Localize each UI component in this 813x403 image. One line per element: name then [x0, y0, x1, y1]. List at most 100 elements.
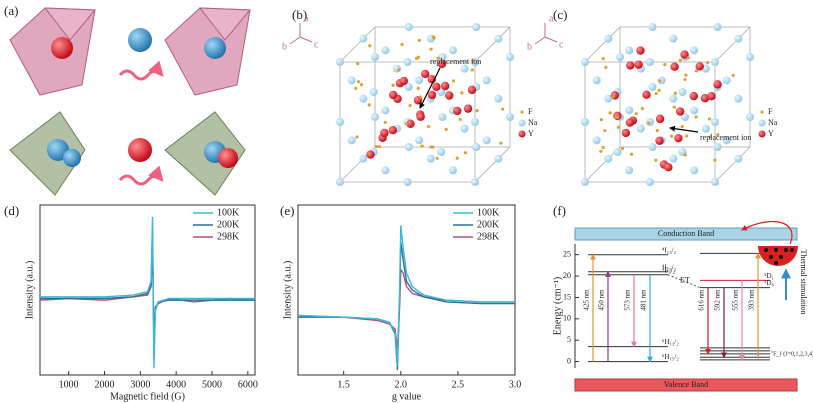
f-atom: [640, 106, 645, 111]
na-atom: [381, 166, 390, 175]
f-atom: [655, 128, 659, 133]
na-atom: [415, 76, 424, 85]
y-tick-label: 20: [563, 271, 571, 280]
legend-symbol: [758, 130, 766, 138]
f-atom: [680, 125, 684, 129]
panel-label: (a): [4, 3, 18, 18]
thermal-arrow: [741, 220, 793, 245]
f-atom: [475, 109, 479, 113]
series-line: [39, 247, 256, 342]
f-atom: [455, 156, 459, 160]
f-atom: [694, 115, 698, 119]
plot-frame: [297, 204, 516, 376]
f-atom: [499, 141, 503, 145]
f-atom: [444, 127, 448, 131]
level-label: ⁵D₁: [764, 272, 774, 280]
f-atom: [684, 73, 688, 77]
f-atom: [678, 58, 682, 62]
f-atom: [683, 153, 687, 157]
y-atom: [388, 90, 398, 100]
f-atom: [383, 120, 387, 125]
f-atom: [673, 91, 677, 95]
f-atom: [391, 83, 395, 87]
axis-label: c: [559, 39, 564, 50]
f-atom: [431, 35, 436, 39]
transfer-label: ET: [680, 276, 690, 285]
na-atom: [690, 46, 699, 55]
y-atom: [421, 69, 430, 79]
level-label: ⁴F₉/₂: [662, 266, 676, 274]
na-atom: [681, 113, 689, 121]
f-atom: [419, 95, 423, 99]
f-atom: [608, 111, 612, 115]
y-atom: [399, 76, 409, 86]
y-atom: [380, 128, 389, 138]
f-atom: [463, 151, 467, 155]
na-atom: [381, 106, 390, 115]
y-atom: [445, 91, 454, 100]
na-atom: [646, 118, 654, 126]
na-atom: [604, 94, 613, 103]
na-atom: [592, 76, 601, 85]
na-atom: [438, 53, 447, 61]
x-tick-label: 6000: [238, 379, 258, 390]
na-atom: [690, 166, 699, 175]
level-label: ⁴I₁₃/₂: [662, 246, 677, 254]
na-atom: [669, 34, 678, 43]
f-atom: [400, 42, 404, 47]
na-atom: [506, 113, 514, 121]
panel-label: (b): [292, 7, 307, 22]
axis-label: b: [282, 41, 287, 52]
band: [574, 227, 798, 241]
f-atom: [731, 73, 735, 77]
na-atom: [438, 113, 447, 121]
f-atom: [707, 117, 712, 121]
na-atom: [460, 124, 469, 133]
band: [574, 378, 798, 392]
legend-symbol: [520, 110, 524, 114]
na-atom: [604, 154, 613, 163]
y-atom: [642, 90, 651, 99]
legend-label: F: [768, 107, 773, 116]
f-atom: [460, 91, 464, 95]
y-atom: [713, 80, 722, 89]
na-atom: [734, 154, 743, 163]
na-atom: [722, 76, 731, 85]
na-atom: [734, 94, 743, 103]
y-atom: [670, 62, 679, 71]
y-atom: [636, 46, 645, 55]
transfer-line: [667, 274, 701, 289]
f-atom: [620, 146, 625, 151]
x-tick-label: 3000: [130, 379, 150, 390]
na-atom: [581, 58, 589, 66]
f-atom: [429, 47, 433, 51]
electron: [774, 261, 778, 265]
na-atom: [359, 94, 368, 103]
na-atom: [426, 154, 435, 163]
x-axis-label: Magnetic field (G): [110, 391, 185, 402]
polyhedra: [9, 7, 252, 196]
panel-label: (d): [4, 203, 19, 218]
y-tick-label: 0: [567, 356, 571, 365]
x-tick-label: 1.5: [337, 379, 350, 390]
na-atom: [625, 46, 634, 55]
na-atom: [448, 46, 457, 55]
na-atom: [701, 124, 710, 133]
f-atom: [408, 103, 412, 108]
y-atom: [689, 91, 699, 101]
level-label: ⁷F_J (J=0,1,2,3,4): [771, 350, 813, 357]
f-atom: [368, 44, 372, 48]
f-atom: [630, 152, 634, 156]
x-tick-label: 2.5: [452, 379, 465, 390]
na-atom: [604, 34, 613, 43]
f-atom: [431, 145, 435, 149]
na-atom: [613, 148, 622, 156]
na-atom: [336, 58, 344, 66]
f-atom: [647, 121, 651, 125]
na-atom: [669, 154, 678, 163]
na-atom: [471, 178, 479, 186]
transition-label: 616 nm: [698, 289, 706, 311]
y-atom: [655, 136, 664, 145]
y-axis-label: Energy (cm⁻¹): [552, 277, 563, 335]
f-atom: [616, 125, 621, 129]
